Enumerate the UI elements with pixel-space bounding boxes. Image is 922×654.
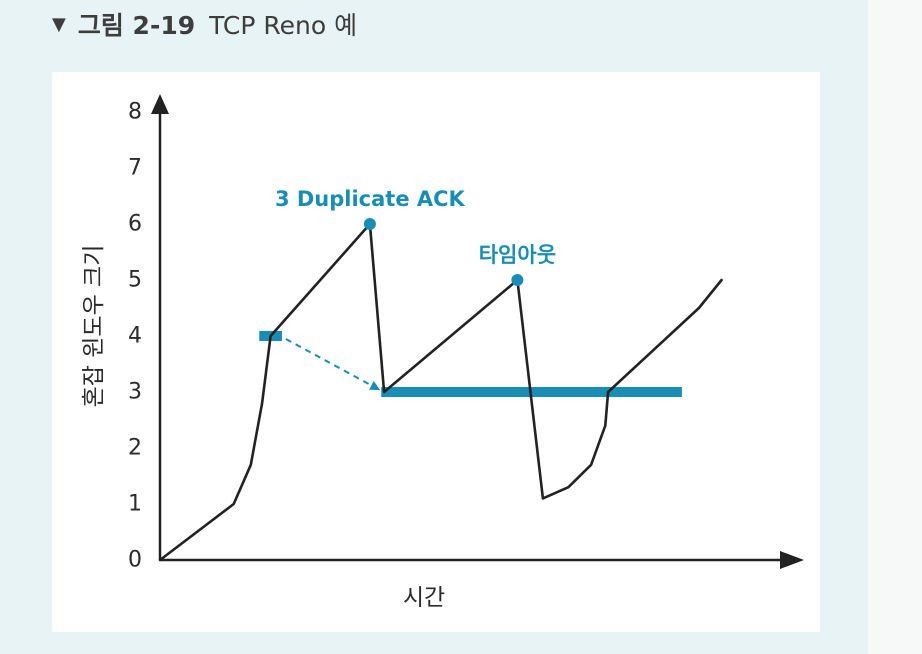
y-tick-label: 8 bbox=[128, 100, 142, 125]
annotation-point bbox=[511, 274, 524, 286]
figure-title: TCP Reno 예 bbox=[209, 11, 358, 40]
y-tick-label: 5 bbox=[128, 268, 142, 293]
y-tick-label: 1 bbox=[128, 492, 142, 517]
chart-card: 0 1 2 3 4 5 6 7 8 혼잡 윈도우 크기 시간 3 Duplicate ACK 타임… bbox=[52, 72, 820, 632]
x-axis-title: 시간 bbox=[403, 585, 445, 611]
annotation-label: 3 Duplicate ACK bbox=[275, 187, 466, 211]
annotations-layer: 3 Duplicate ACK 타임아웃 bbox=[275, 187, 556, 286]
figure-number: 그림 2-19 bbox=[77, 11, 196, 40]
x-axis-arrow-icon bbox=[780, 551, 804, 569]
transition-arrow-layer bbox=[285, 338, 381, 391]
y-axis-ticks: 0 1 2 3 4 5 6 7 8 bbox=[128, 100, 142, 573]
y-tick-label: 0 bbox=[128, 548, 142, 573]
annotation-point bbox=[363, 218, 376, 230]
page-edge-strip bbox=[868, 0, 922, 654]
caption-triangle-icon: ▼ bbox=[52, 13, 66, 35]
y-tick-label: 3 bbox=[128, 380, 142, 405]
threshold-transition-arrow bbox=[285, 338, 381, 391]
annotation-label: 타임아웃 bbox=[479, 243, 556, 267]
y-tick-label: 2 bbox=[128, 436, 142, 461]
tcp-reno-chart: 0 1 2 3 4 5 6 7 8 혼잡 윈도우 크기 시간 3 Duplicate ACK 타임… bbox=[81, 94, 804, 611]
y-axis-title: 혼잡 윈도우 크기 bbox=[81, 245, 107, 408]
y-tick-label: 7 bbox=[128, 156, 142, 181]
figure-caption: ▼ 그림 2-19 TCP Reno 예 bbox=[52, 6, 357, 42]
y-tick-label: 4 bbox=[128, 324, 142, 349]
y-tick-label: 6 bbox=[128, 212, 142, 237]
y-axis-arrow-icon bbox=[151, 94, 169, 114]
